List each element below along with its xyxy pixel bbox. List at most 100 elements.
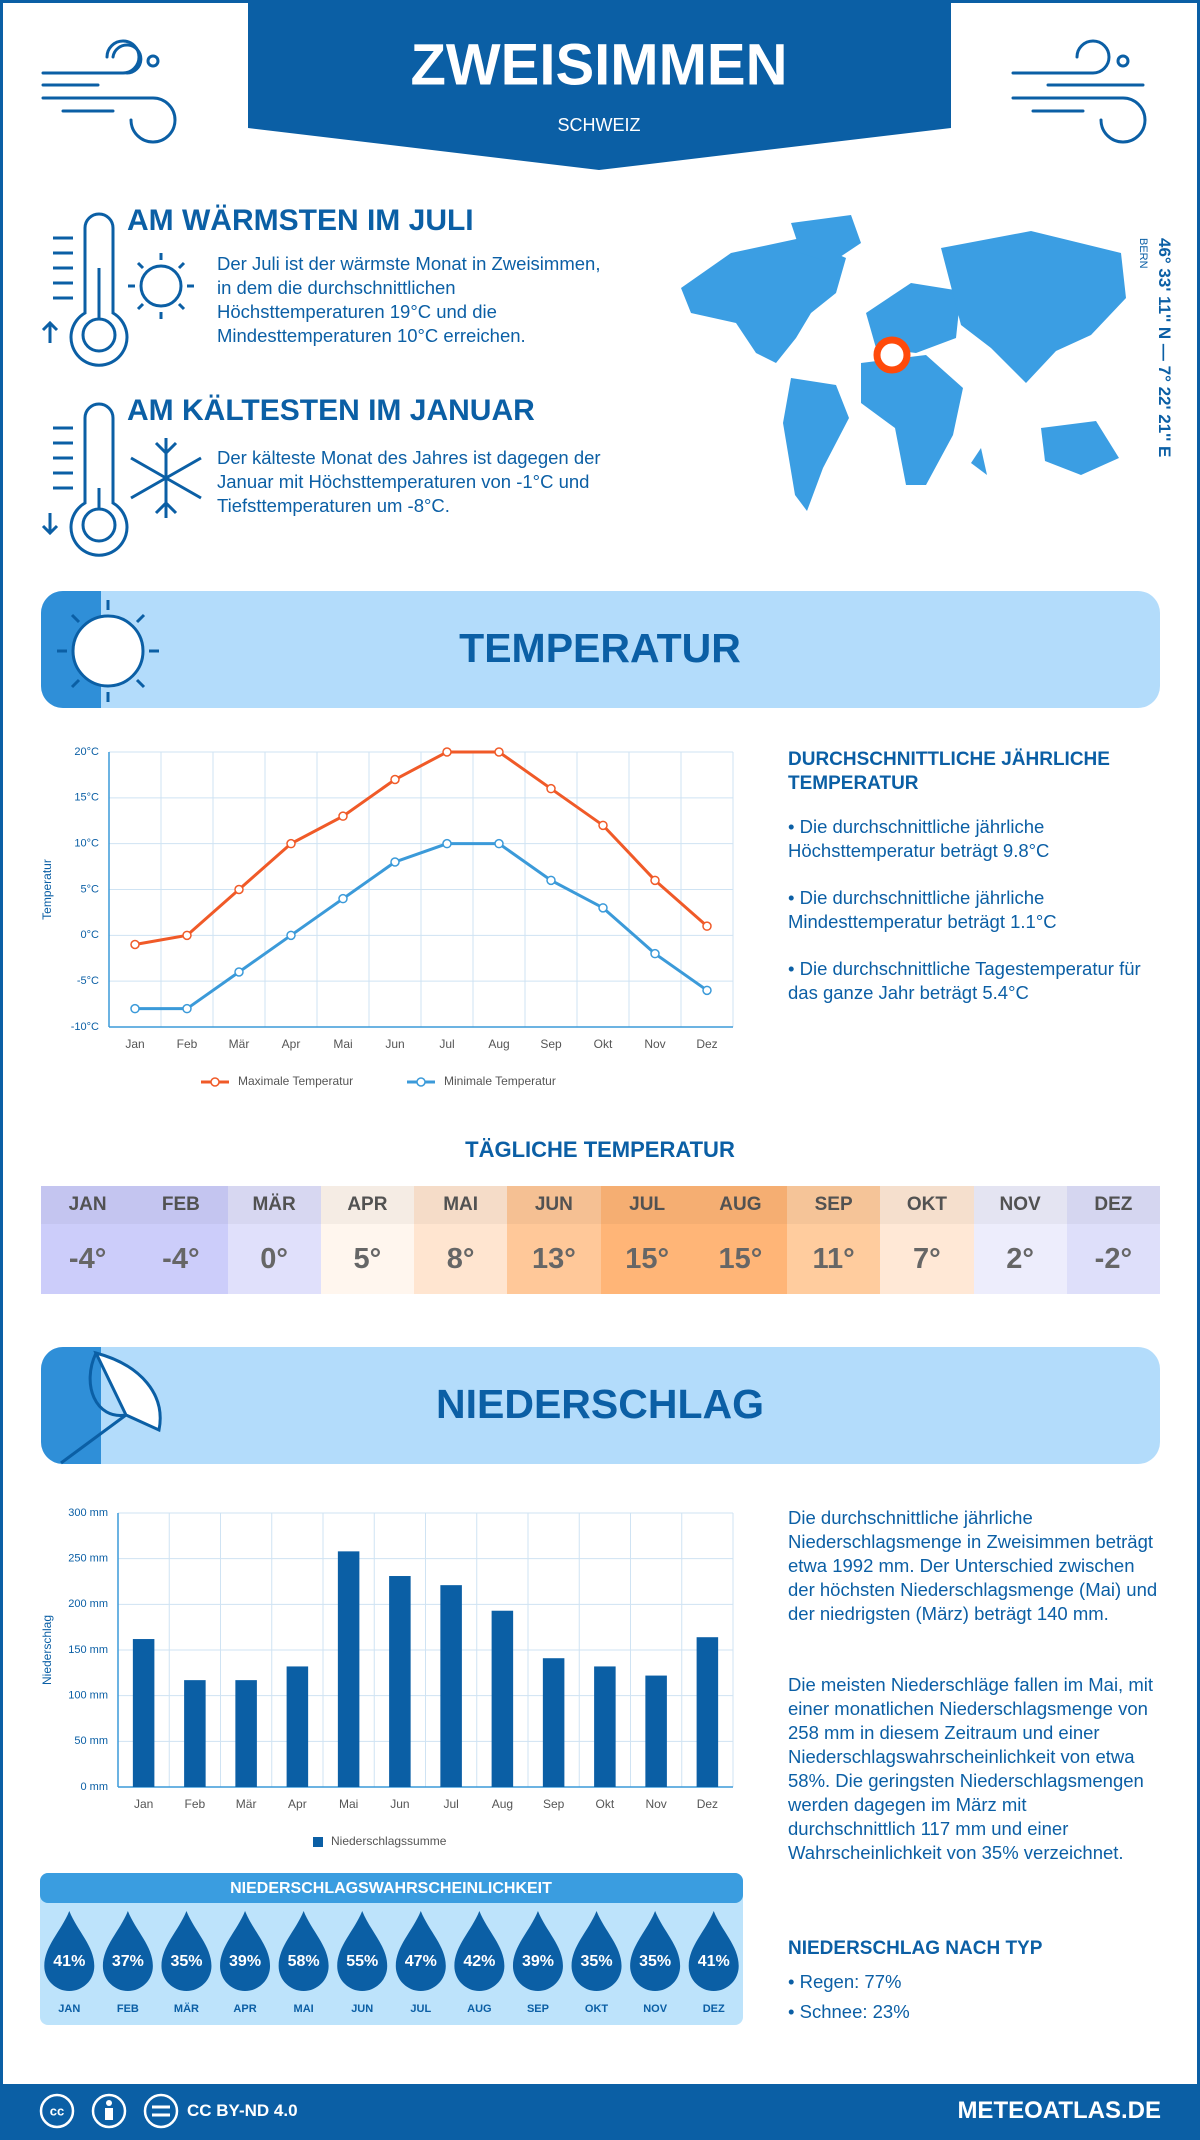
point — [702, 921, 712, 931]
probability-value: 55% — [346, 1953, 378, 1970]
decoration — [69, 402, 129, 557]
drop — [630, 1911, 681, 1991]
probability-header — [40, 1873, 743, 1903]
point — [650, 948, 660, 959]
coldest-title: AM KÄLTESTEN IM JANUAR — [127, 394, 535, 427]
precipitation-banner — [41, 1347, 1160, 1464]
legend-label: Niederschlagssumme — [331, 1834, 447, 1848]
bar — [389, 1576, 411, 1787]
daily-cell: JUN 13° — [507, 1186, 601, 1294]
y-tick-label: 0 mm — [81, 1781, 109, 1793]
daily-month: MÄR — [227, 1186, 321, 1224]
daily-cell: MÄR 0° — [227, 1186, 321, 1294]
decoration — [146, 54, 160, 68]
x-tick-label: Feb — [185, 1797, 206, 1811]
decoration — [106, 2100, 112, 2106]
bar — [645, 1675, 667, 1787]
sun-icon — [57, 600, 159, 702]
probability-month: JUL — [410, 2003, 431, 2015]
decoration — [41, 513, 59, 536]
highlight-icons — [41, 212, 202, 557]
x-tick-label: Okt — [596, 1797, 615, 1811]
probability-month: NOV — [643, 2003, 668, 2015]
daily-value: -4° — [134, 1224, 228, 1294]
drop — [220, 1911, 271, 1991]
x-tick-label: Jan — [134, 1797, 153, 1811]
point — [182, 930, 192, 941]
point — [650, 875, 660, 886]
drop — [395, 1911, 446, 1991]
y-tick-label: 50 mm — [74, 1735, 108, 1747]
y-tick-label: 10°C — [74, 838, 99, 850]
probability-value: 58% — [288, 1953, 320, 1970]
daily-value: 7° — [880, 1224, 974, 1294]
legend-label: Maximale Temperatur — [238, 1074, 353, 1088]
bar — [337, 1551, 360, 1787]
decoration — [57, 600, 159, 702]
point — [234, 884, 244, 895]
y-tick-label: 5°C — [81, 883, 100, 895]
decoration — [1011, 96, 1147, 144]
y-tick-label: -10°C — [71, 1021, 99, 1033]
decoration — [941, 231, 1126, 383]
daily-value: 8° — [414, 1224, 508, 1294]
decoration — [866, 283, 961, 353]
umbrella-icon — [60, 1350, 162, 1465]
header-banner — [248, 3, 951, 170]
location-marker — [873, 336, 911, 374]
probability-month: JUN — [351, 2003, 373, 2015]
continents — [681, 215, 1126, 511]
point — [546, 875, 556, 886]
drop — [571, 1911, 622, 1991]
daily-month: SEP — [787, 1186, 881, 1224]
daily-value: 5° — [320, 1224, 414, 1294]
probability-month: MÄR — [174, 2002, 199, 2015]
probability-month: OKT — [585, 2003, 609, 2015]
temperature-chart: -10°C -5°C 0°C 5°C 10°C 15°C 20°C Temperatur Jan… — [40, 746, 734, 1088]
daily-month: NOV — [973, 1186, 1067, 1224]
decoration — [81, 507, 117, 543]
decoration — [41, 96, 177, 144]
warmest-text: Der Juli ist der wärmste Monat in Zweisi… — [217, 253, 601, 346]
daily-month: FEB — [134, 1186, 228, 1224]
probability-month: JAN — [58, 2003, 80, 2015]
point — [130, 939, 140, 950]
point — [598, 820, 608, 831]
y-tick-label: 0°C — [81, 929, 100, 941]
bar — [286, 1666, 309, 1787]
probability-month: APR — [233, 2003, 256, 2015]
country-subtitle: SCHWEIZ — [558, 115, 641, 135]
daily-month: JAN — [41, 1186, 135, 1224]
temperature-banner — [41, 591, 1160, 708]
license: CC BY-ND 4.0 — [187, 2101, 298, 2120]
y-axis-title: Temperatur — [40, 859, 54, 920]
drop — [512, 1911, 563, 1991]
precipitation-text-2: Die meisten Niederschläge fallen im Mai,… — [788, 1674, 1153, 1863]
wind-icon-right — [1011, 39, 1147, 144]
daily-cell: DEZ -2° — [1066, 1186, 1160, 1294]
probability-value: 41% — [698, 1953, 730, 1970]
probability-box — [40, 1873, 743, 2025]
x-tick-label: Dez — [697, 1797, 718, 1811]
legend-marker — [313, 1837, 323, 1847]
x-tick-label: Jun — [385, 1037, 404, 1051]
site-name[interactable]: METEOATLAS.DE — [957, 2097, 1161, 2124]
daily-month: AUG — [693, 1186, 787, 1224]
daily-month: JUN — [507, 1186, 601, 1224]
x-tick-label: Mai — [333, 1037, 352, 1051]
point — [390, 774, 400, 785]
point — [598, 903, 608, 913]
y-tick-label: -5°C — [77, 975, 99, 987]
daily-temperature-title: TÄGLICHE TEMPERATUR — [465, 1137, 735, 1162]
point — [182, 1003, 192, 1014]
point — [442, 747, 452, 757]
decoration — [143, 2093, 179, 2129]
x-tick-label: Mai — [339, 1797, 358, 1811]
decoration — [53, 426, 73, 490]
decoration — [783, 378, 849, 511]
bar — [542, 1658, 565, 1787]
x-tick-label: Sep — [540, 1037, 562, 1051]
decoration — [111, 43, 143, 75]
precipitation-chart: 0 mm 50 mm 100 mm 150 mm 200 mm 250 mm 300 mm N… — [40, 1507, 734, 1848]
